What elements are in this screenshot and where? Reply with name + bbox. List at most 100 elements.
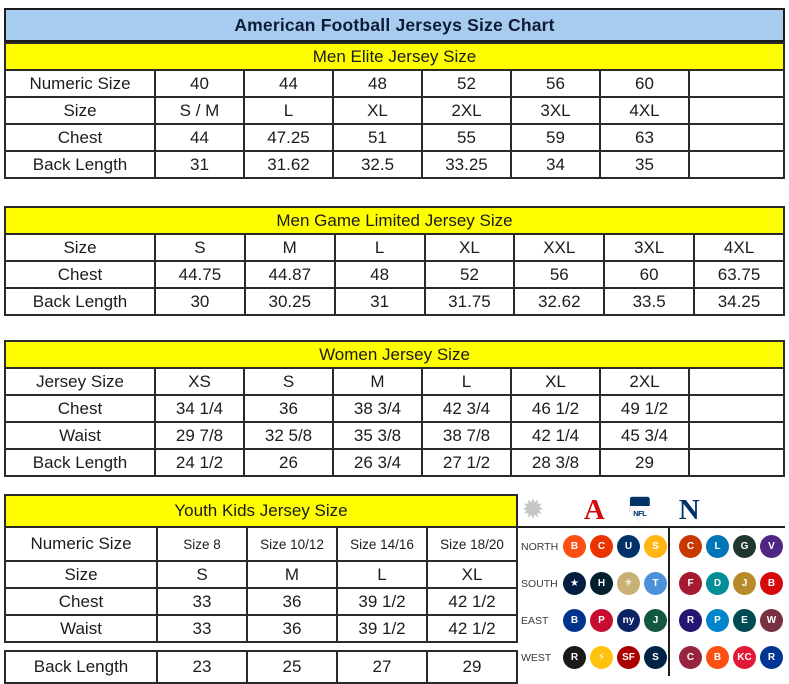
- table-row: Youth Kids Jersey Size: [3, 494, 519, 528]
- cell: 26: [243, 448, 334, 477]
- cell: 45 3/4: [599, 421, 690, 450]
- cell: S: [243, 367, 334, 396]
- team-logo-detroit-lions: L: [706, 535, 730, 558]
- table-row: Chest 34 1/4 36 38 3/4 42 3/4 46 1/2 49 …: [4, 394, 785, 423]
- cell: 29: [599, 448, 690, 477]
- cell: 30: [154, 287, 246, 316]
- cell: 30.25: [243, 287, 336, 316]
- cell: 26 3/4: [332, 448, 423, 477]
- team-logo-philadelphia-eagles: E: [733, 609, 757, 632]
- division-row-south: SOUTH ★ H ⚜ T F D J B: [518, 565, 785, 602]
- table-row: Chest 44.75 44.87 48 52 56 60 63.75: [4, 260, 785, 289]
- section-header-men-elite: Men Elite Jersey Size: [4, 42, 785, 71]
- team-logo-seattle-seahawks: S: [644, 646, 668, 669]
- cell: 40: [154, 69, 245, 98]
- table-row: Back Length 23 25 27 29: [4, 650, 519, 684]
- row-label: Size: [4, 560, 158, 589]
- cell: 27: [336, 650, 428, 684]
- table-row: Numeric Size Size 8 Size 10/12 Size 14/1…: [4, 526, 519, 562]
- division-label: EAST: [521, 614, 549, 627]
- row-label: Chest: [4, 260, 156, 289]
- cell: 44.87: [243, 260, 336, 289]
- team-logo-baltimore-ravens: R: [679, 609, 703, 632]
- team-logo-new-orleans-saints: ⚜: [617, 572, 641, 595]
- cell: XL: [425, 560, 519, 589]
- spacer-row: [5, 641, 518, 652]
- cell: 46 1/2: [510, 394, 601, 423]
- cell: 33.25: [421, 150, 512, 179]
- cell-empty: [688, 150, 785, 179]
- cell: Size 18/20: [425, 526, 519, 562]
- men-game-table: Men Game Limited Jersey Size Size S M L …: [4, 206, 785, 316]
- team-logo-green-bay-packers: G: [733, 535, 757, 558]
- cell: XS: [154, 367, 245, 396]
- table-row: Size S M L XL XXL 3XL 4XL: [4, 233, 785, 262]
- table-row: Men Elite Jersey Size: [4, 42, 785, 71]
- cell-empty: [688, 394, 785, 423]
- division-row-west: WEST R ⚡ SF S C B KC R: [518, 639, 785, 676]
- cell-empty: [688, 421, 785, 450]
- row-label: Back Length: [4, 650, 158, 684]
- cell-empty: [688, 448, 785, 477]
- women-table: Women Jersey Size Jersey Size XS S M L X…: [4, 340, 785, 477]
- team-logo-new-york-giants: ny: [617, 609, 641, 632]
- team-logo-kansas-city-chiefs: KC: [733, 646, 757, 669]
- cell-empty: [688, 123, 785, 152]
- cell: M: [243, 233, 336, 262]
- row-label: Waist: [4, 614, 158, 643]
- size-chart-page: American Football Jerseys Size Chart Men…: [3, 8, 785, 684]
- team-logo-arizona-cardinals: C: [679, 646, 703, 669]
- team-logo-miami-dolphins: D: [706, 572, 730, 595]
- cell: 60: [599, 69, 690, 98]
- cell: 51: [332, 123, 423, 152]
- cell: M: [246, 560, 338, 589]
- team-logo-tennessee-titans: T: [644, 572, 668, 595]
- cell: 36: [246, 614, 338, 643]
- cell: 29: [425, 650, 519, 684]
- table-row: Men Game Limited Jersey Size: [4, 206, 785, 235]
- cell: S: [154, 233, 246, 262]
- team-logo-new-england-patriots: P: [590, 609, 614, 632]
- nfl-shield-logo: NFL: [629, 496, 650, 524]
- cell: 35: [599, 150, 690, 179]
- row-label: Chest: [4, 394, 156, 423]
- cell: XL: [423, 233, 516, 262]
- men-elite-table: Men Elite Jersey Size Numeric Size 40 44…: [4, 42, 785, 179]
- team-logo-houston-texans: H: [590, 572, 614, 595]
- nfc-logo: N: [678, 493, 700, 526]
- table-row: Back Length 31 31.62 32.5 33.25 34 35: [4, 150, 785, 179]
- section-header-youth: Youth Kids Jersey Size: [3, 494, 519, 528]
- team-logo-indianapolis-colts: U: [617, 535, 641, 558]
- division-row-north: NORTH B C U S C L G V: [518, 528, 785, 565]
- cell: 35 3/8: [332, 421, 423, 450]
- cell: 31.75: [423, 287, 516, 316]
- table-row: Waist 33 36 39 1/2 42 1/2: [4, 614, 519, 643]
- team-logo-los-angeles-rams: R: [760, 646, 784, 669]
- team-logo-oakland-raiders: R: [563, 646, 587, 669]
- cell: Size 10/12: [246, 526, 338, 562]
- cell: Size 8: [156, 526, 248, 562]
- cell: L: [336, 560, 428, 589]
- cell: 31: [154, 150, 245, 179]
- afc-north-logos: B C U S: [563, 528, 668, 565]
- cell: 63.75: [693, 260, 785, 289]
- cell: 31: [333, 287, 426, 316]
- cell: XL: [332, 96, 423, 125]
- cell: L: [333, 233, 426, 262]
- team-logo-tampa-bay-buccaneers: B: [760, 572, 784, 595]
- cell: XL: [510, 367, 601, 396]
- section-header-men-game: Men Game Limited Jersey Size: [4, 206, 785, 235]
- cell: 44.75: [154, 260, 246, 289]
- row-label: Size: [4, 233, 156, 262]
- cell: L: [243, 96, 334, 125]
- cell: 42 1/4: [510, 421, 601, 450]
- nfc-south-logos: F D J B: [668, 565, 785, 602]
- afc-logo: A: [583, 493, 605, 526]
- table-row: Back Length 30 30.25 31 31.75 32.62 33.5…: [4, 287, 785, 316]
- nfl-shield-text: NFL: [633, 508, 647, 518]
- division-row-east: EAST B P ny J R P E W: [518, 602, 785, 639]
- row-label: Back Length: [4, 287, 156, 316]
- starburst-icon: ✹: [522, 495, 544, 525]
- cell: 24 1/2: [154, 448, 245, 477]
- cell: 39 1/2: [336, 587, 428, 616]
